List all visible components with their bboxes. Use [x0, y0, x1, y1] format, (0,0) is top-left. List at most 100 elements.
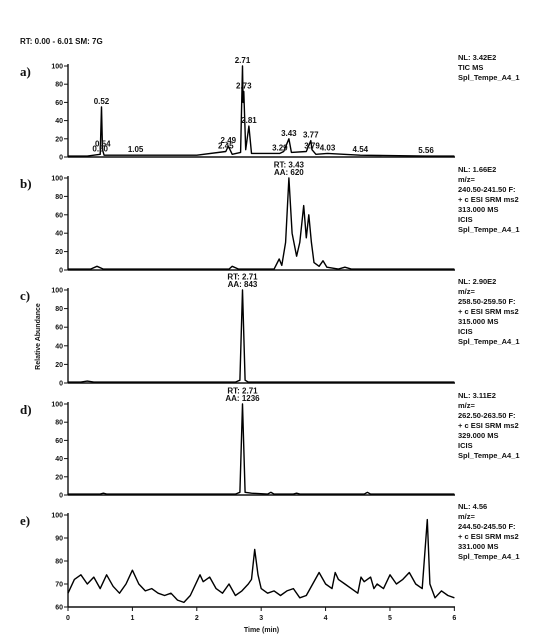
trace-info-line: 262.50-263.50 F:	[458, 411, 516, 420]
x-tick-label: 0	[66, 615, 70, 622]
x-tick-label: 6	[452, 615, 456, 622]
panel-label: c)	[20, 288, 30, 303]
peak-label: 1.05	[128, 145, 144, 154]
chromatogram-trace	[68, 177, 455, 270]
x-tick-label: 4	[324, 615, 328, 622]
y-tick-label: 60	[55, 605, 63, 612]
y-tick-label: 80	[55, 82, 63, 89]
y-tick-label: 80	[55, 306, 63, 313]
peak-label: 3.29	[272, 143, 288, 152]
panel-label: d)	[20, 402, 32, 417]
peak-label: AA: 1236	[225, 394, 260, 403]
trace-info-line: + c ESI SRM ms2	[458, 307, 519, 316]
trace-info-line: Spl_Tempe_A4_1	[458, 451, 520, 460]
trace-info-line: Spl_Tempe_A4_1	[458, 337, 520, 346]
y-tick-label: 80	[55, 420, 63, 427]
trace-info-line: m/z=	[458, 175, 476, 184]
trace-info-line: TIC MS	[458, 63, 483, 72]
peak-label: RT: 2.71	[227, 387, 258, 396]
peak-label: 2.73	[236, 81, 252, 90]
y-tick-label: 0	[59, 381, 63, 388]
x-tick-label: 1	[130, 615, 134, 622]
y-tick-label: 100	[51, 402, 63, 409]
y-tick-label: 100	[51, 64, 63, 71]
trace-info-line: NL: 1.66E2	[458, 165, 496, 174]
peak-label: 3.43	[281, 129, 297, 138]
y-tick-label: 40	[55, 343, 63, 350]
peak-label: 4.03	[320, 143, 336, 152]
chromatogram-trace	[68, 403, 455, 495]
trace-info-line: NL: 3.11E2	[458, 391, 496, 400]
trace-info-line: ICIS	[458, 327, 473, 336]
trace-info-line: ICIS	[458, 441, 473, 450]
peak-label: RT: 2.71	[227, 273, 258, 282]
y-tick-label: 0	[59, 268, 63, 275]
y-tick-label: 80	[55, 194, 63, 201]
panel-label: a)	[20, 64, 31, 79]
y-tick-label: 40	[55, 456, 63, 463]
chromatogram-trace	[68, 289, 455, 383]
y-tick-label: 100	[51, 176, 63, 183]
peak-label: 0.50	[92, 144, 108, 153]
peak-label: AA: 620	[274, 168, 304, 177]
y-tick-label: 100	[51, 288, 63, 295]
peak-label: 2.45	[218, 142, 234, 151]
y-tick-label: 90	[55, 536, 63, 543]
trace-info-line: NL: 4.56	[458, 502, 487, 511]
y-tick-label: 60	[55, 325, 63, 332]
trace-info-line: m/z=	[458, 401, 476, 410]
chromatogram-trace	[67, 518, 455, 604]
trace-info-line: 244.50-245.50 F:	[458, 522, 516, 531]
y-tick-label: 100	[51, 513, 63, 520]
trace-info-line: 258.50-259.50 F:	[458, 297, 516, 306]
y-tick-label: 20	[55, 362, 63, 369]
peak-label: 2.49	[221, 136, 237, 145]
trace-info-line: NL: 2.90E2	[458, 277, 496, 286]
peak-label: 2.71	[235, 56, 251, 65]
y-tick-label: 40	[55, 231, 63, 238]
y-tick-label: 20	[55, 249, 63, 256]
trace-info-line: NL: 3.42E2	[458, 53, 496, 62]
panel-label: b)	[20, 176, 32, 191]
trace-info-line: 331.000 MS	[458, 542, 498, 551]
peak-label: 3.77	[303, 131, 319, 140]
peak-label: 3.79	[304, 142, 320, 151]
trace-info-line: + c ESI SRM ms2	[458, 532, 519, 541]
range-header: RT: 0.00 - 6.01 SM: 7G	[20, 37, 103, 46]
y-tick-label: 60	[55, 212, 63, 219]
y-tick-label: 0	[59, 493, 63, 500]
peak-label: AA: 843	[228, 280, 258, 289]
peak-label: 5.56	[418, 146, 434, 155]
x-axis-label: Time (min)	[244, 627, 279, 634]
y-tick-label: 60	[55, 438, 63, 445]
peak-label: RT: 3.43	[274, 161, 305, 170]
peak-label: 0.54	[95, 140, 111, 149]
peak-label: 4.54	[353, 145, 369, 154]
x-tick-label: 2	[195, 615, 199, 622]
trace-info-line: Spl_Tempe_A4_1	[458, 552, 520, 561]
y-axis-label: Relative Abundance	[35, 303, 42, 370]
peak-label: 2.81	[241, 116, 257, 125]
trace-info-line: 240.50-241.50 F:	[458, 185, 516, 194]
trace-info-line: ICIS	[458, 215, 473, 224]
y-tick-label: 80	[55, 559, 63, 566]
x-tick-label: 5	[388, 615, 392, 622]
peak-label: 0.52	[94, 97, 110, 106]
chromatogram-trace	[68, 65, 455, 157]
y-tick-label: 20	[55, 474, 63, 481]
trace-info-line: Spl_Tempe_A4_1	[458, 225, 520, 234]
y-tick-label: 40	[55, 118, 63, 125]
trace-info-line: + c ESI SRM ms2	[458, 421, 519, 430]
y-tick-label: 70	[55, 582, 63, 589]
y-tick-label: 20	[55, 136, 63, 143]
trace-info-line: 315.000 MS	[458, 317, 498, 326]
panel-label: e)	[20, 513, 30, 528]
y-tick-label: 60	[55, 100, 63, 107]
y-tick-label: 0	[59, 155, 63, 162]
trace-info-line: Spl_Tempe_A4_1	[458, 73, 520, 82]
trace-info-line: 329.000 MS	[458, 431, 498, 440]
x-tick-label: 3	[259, 615, 263, 622]
trace-info-line: m/z=	[458, 287, 476, 296]
trace-info-line: m/z=	[458, 512, 476, 521]
